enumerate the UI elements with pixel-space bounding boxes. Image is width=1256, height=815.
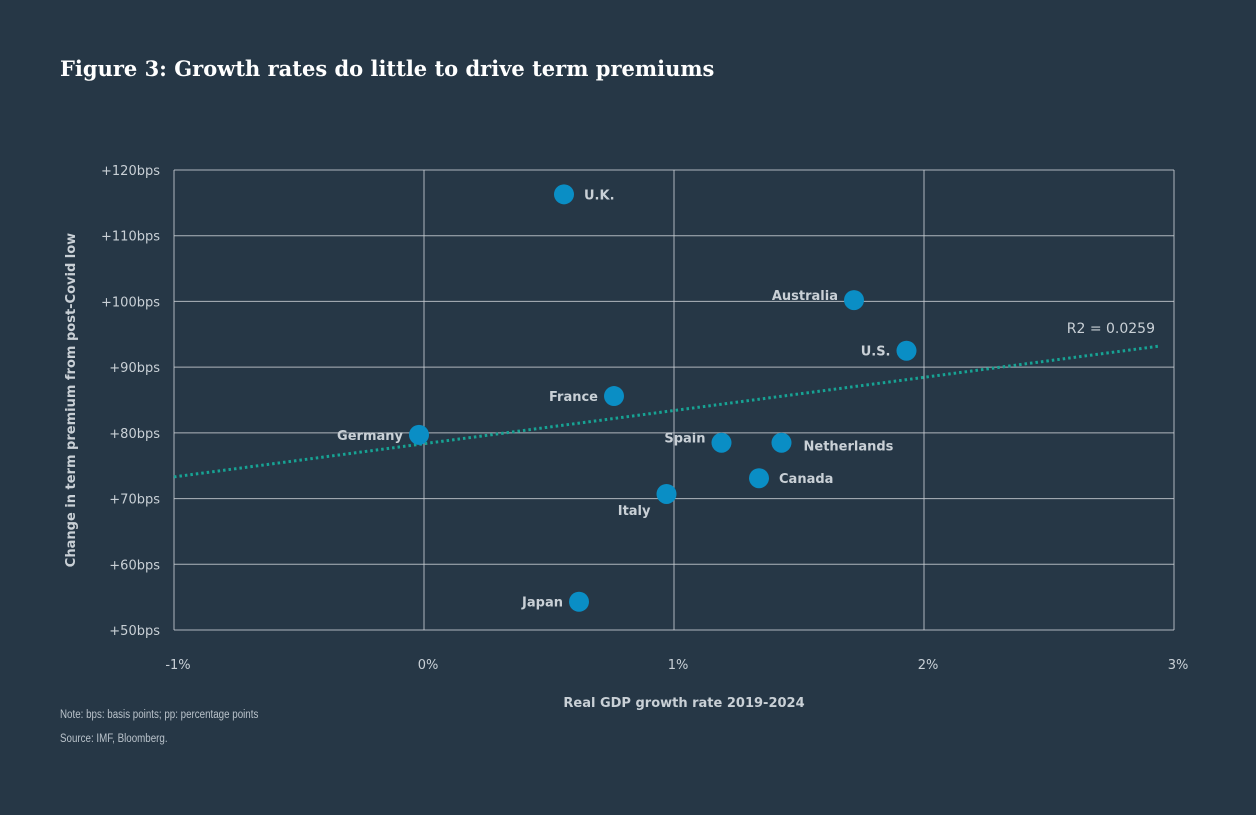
data-point [711,432,732,453]
footnote: Note: bps: basis points; pp: percentage … [60,709,259,721]
data-point-label: Spain [664,432,705,447]
data-point [771,432,792,453]
x-tick-label: 0% [418,658,439,673]
y-tick-label: +90bps [109,361,160,376]
y-tick-label: +60bps [109,558,160,573]
data-point-label: Italy [618,504,651,519]
chart-title: Figure 3: Growth rates do little to driv… [60,56,715,81]
x-tick-label: 2% [918,658,939,673]
data-point-label: Germany [337,429,403,444]
data-point [604,386,624,407]
trendline [173,344,1160,479]
x-axis-label: Real GDP growth rate 2019-2024 [563,696,804,711]
y-tick-label: +50bps [109,624,160,639]
data-point [896,340,917,361]
data-point-label: Netherlands [804,440,894,455]
data-point [749,468,769,489]
data-point-label: U.S. [861,345,891,360]
data-point [656,483,677,504]
y-axis-label: Change in term premium from post-Covid l… [64,233,79,567]
x-tick-label: -1% [165,658,190,673]
y-tick-label: +120bps [101,164,160,179]
source-note: Source: IMF, Bloomberg. [60,733,168,745]
data-point-label: Japan [521,596,563,611]
r-squared-annotation: R2 = 0.0259 [1067,321,1155,337]
data-point-label: France [549,390,598,405]
x-tick-label: 1% [668,658,689,673]
y-tick-label: +110bps [101,230,160,245]
data-point-label: U.K. [584,188,615,203]
data-point-label: Australia [772,289,838,304]
data-point [554,184,574,205]
y-tick-label: +80bps [109,427,160,442]
data-point [844,290,864,311]
x-tick-label: 3% [1168,658,1189,673]
data-point-label: Canada [779,472,833,487]
y-tick-label: +70bps [109,493,160,508]
y-tick-label: +100bps [101,295,160,310]
data-point [569,591,589,612]
data-point [409,424,429,445]
